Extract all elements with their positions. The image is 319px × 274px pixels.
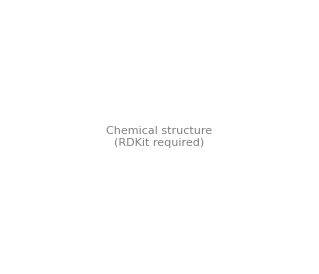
Text: Chemical structure
(RDKit required): Chemical structure (RDKit required): [107, 126, 212, 148]
